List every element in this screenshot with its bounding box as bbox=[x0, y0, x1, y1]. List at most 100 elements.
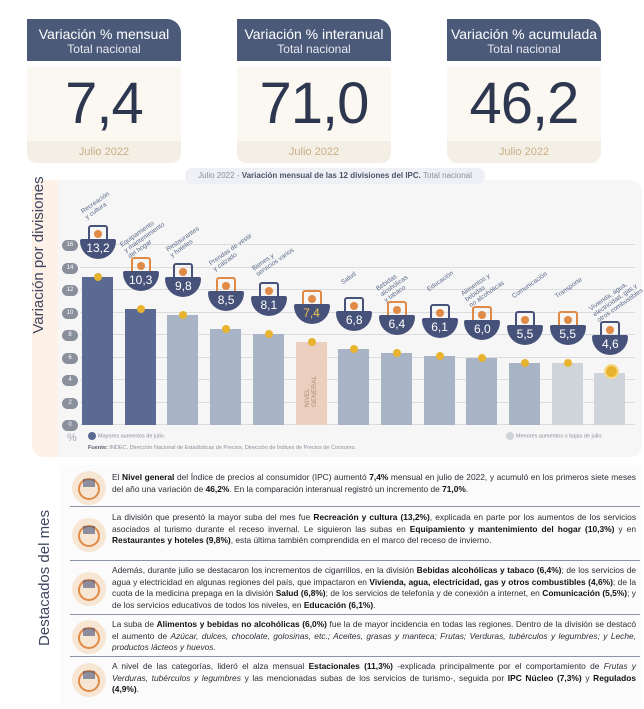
basket-icon bbox=[72, 471, 106, 505]
y-tick: 12 bbox=[62, 285, 78, 296]
kpi-body: 71,0 Julio 2022 bbox=[237, 67, 391, 163]
value-badge: 6,4 bbox=[378, 315, 415, 335]
y-tick: 14 bbox=[62, 262, 78, 274]
value-badge: 9,8 bbox=[165, 276, 202, 297]
value-dot bbox=[307, 337, 316, 346]
y-tick: 16 bbox=[62, 240, 78, 251]
kpi-value: 71,0 bbox=[259, 71, 370, 136]
bar bbox=[466, 357, 498, 425]
destacado-item: El Nivel general del Índice de precios a… bbox=[70, 469, 640, 507]
y-axis-unit: % bbox=[67, 432, 77, 444]
kpi-period: Julio 2022 bbox=[237, 141, 391, 163]
source-label: Fuente: bbox=[88, 445, 108, 451]
destacados-side-label: Destacados del mes bbox=[36, 510, 53, 646]
y-tick: 6 bbox=[62, 352, 78, 364]
bar bbox=[167, 314, 199, 425]
chart-title-scope: Total nacional bbox=[420, 171, 472, 180]
value-badge: 6,0 bbox=[464, 319, 501, 340]
kpi-card-mensual: Variación % mensual Total nacional 7,4 J… bbox=[27, 19, 181, 163]
value-badge: 8,5 bbox=[208, 291, 245, 312]
chart-title-period: Julio 2022 bbox=[198, 171, 235, 180]
value-badge: 13,2 bbox=[80, 238, 116, 259]
y-tick: 2 bbox=[62, 397, 78, 409]
source-text: INDEC, Dirección Nacional de Estadística… bbox=[107, 445, 357, 451]
destacados-panel: El Nivel general del Índice de precios a… bbox=[60, 465, 642, 705]
food-chicken-icon bbox=[72, 619, 106, 654]
chart-title-separator: - bbox=[234, 171, 242, 180]
value-dot bbox=[563, 359, 572, 368]
value-badge: 8,1 bbox=[250, 295, 287, 316]
bar bbox=[594, 373, 626, 425]
bar bbox=[82, 276, 113, 425]
destacado-text: Además, durante julio se destacaron los … bbox=[112, 565, 637, 610]
legend-dot-dark bbox=[88, 432, 96, 440]
kpi-period: Julio 2022 bbox=[447, 141, 601, 163]
y-tick: 0 bbox=[62, 420, 78, 431]
fruit-vegetables-icon bbox=[72, 663, 106, 697]
destacado-text: A nivel de las categorías, lideró el alz… bbox=[112, 661, 636, 695]
value-dot bbox=[264, 329, 273, 338]
kpi-body: 7,4 Julio 2022 bbox=[27, 67, 181, 163]
legend-mayores: Mayores aumentos de julio. bbox=[88, 432, 165, 440]
destacado-text: La suba de Alimentos y bebidas no alcohó… bbox=[112, 619, 636, 653]
value-badge: 6,1 bbox=[421, 318, 458, 339]
kpi-subtitle: Total nacional bbox=[67, 42, 141, 56]
chart-side-band bbox=[32, 180, 58, 457]
destacado-item: Además, durante julio se destacaron los … bbox=[70, 562, 640, 615]
value-dot bbox=[435, 352, 444, 361]
chart-source: Fuente: INDEC, Dirección Nacional de Est… bbox=[88, 445, 356, 451]
destacado-item: La división que presentó la mayor suba d… bbox=[70, 509, 640, 561]
beach-umbrella-icon bbox=[72, 518, 106, 552]
value-dot bbox=[136, 305, 145, 314]
bar bbox=[338, 348, 370, 425]
value-badge: 7,4 bbox=[293, 303, 330, 324]
kpi-title: Variación % mensual bbox=[38, 26, 170, 42]
value-badge: 4,6 bbox=[592, 335, 629, 356]
legend-menores-label: Menores aumentos o bajas de julio. bbox=[516, 433, 603, 440]
destacado-item: A nivel de las categorías, lideró el alz… bbox=[70, 658, 640, 702]
destacado-item: La suba de Alimentos y bebidas no alcohó… bbox=[70, 616, 640, 657]
value-dot bbox=[222, 325, 231, 334]
kpi-body: 46,2 Julio 2022 bbox=[447, 67, 601, 163]
destacado-text: La división que presentó la mayor suba d… bbox=[112, 512, 637, 546]
kpi-value: 7,4 bbox=[65, 71, 144, 136]
bar bbox=[124, 309, 156, 425]
bar bbox=[551, 363, 583, 425]
bar bbox=[252, 333, 284, 425]
kpi-header: Variación % acumulada Total nacional bbox=[447, 19, 601, 61]
bottle-cigarette-icon bbox=[72, 571, 106, 606]
value-dot bbox=[606, 366, 618, 378]
kpi-header: Variación % interanual Total nacional bbox=[237, 19, 391, 61]
value-badge: 10,3 bbox=[122, 271, 159, 292]
value-dot bbox=[392, 349, 401, 357]
kpi-card-acumulada: Variación % acumulada Total nacional 46,… bbox=[447, 19, 601, 163]
kpi-subtitle: Total nacional bbox=[277, 42, 351, 56]
kpi-title: Variación % acumulada bbox=[450, 26, 598, 42]
legend-menores: Menores aumentos o bajas de julio. bbox=[506, 432, 603, 440]
bar: NIVEL GENERAL bbox=[295, 341, 327, 425]
value-badge: 5,5 bbox=[549, 325, 586, 346]
chart-side-label: Variación por divisiones bbox=[30, 176, 47, 334]
kpi-value: 46,2 bbox=[469, 71, 580, 136]
value-dot bbox=[478, 353, 487, 362]
bar bbox=[380, 353, 412, 425]
gridline bbox=[80, 334, 635, 335]
value-dot bbox=[179, 310, 188, 319]
y-tick: 10 bbox=[62, 307, 78, 319]
destacado-text: El Nivel general del Índice de precios a… bbox=[112, 472, 636, 494]
legend-dot-light bbox=[506, 432, 514, 440]
bar bbox=[210, 329, 242, 425]
nivel-general-label: NIVEL GENERAL bbox=[303, 375, 318, 407]
chart-title-main: Variación mensual de las 12 divisiones d… bbox=[241, 171, 421, 180]
gridline bbox=[80, 244, 635, 245]
y-tick: 4 bbox=[62, 375, 78, 386]
gridline bbox=[80, 266, 635, 268]
bar bbox=[423, 356, 455, 425]
chart-title: Julio 2022 - Variación mensual de las 12… bbox=[185, 168, 485, 184]
kpi-header: Variación % mensual Total nacional bbox=[27, 19, 181, 61]
bar bbox=[509, 363, 540, 425]
kpi-cards: Variación % mensual Total nacional 7,4 J… bbox=[27, 19, 644, 163]
kpi-period: Julio 2022 bbox=[27, 141, 181, 163]
bar-chart-plot: 13,2 10,3 9,8 8,5 8,1 NIVEL GENERAL 7,4 6,8 6,4 6… bbox=[80, 224, 635, 425]
value-dot bbox=[521, 359, 529, 368]
